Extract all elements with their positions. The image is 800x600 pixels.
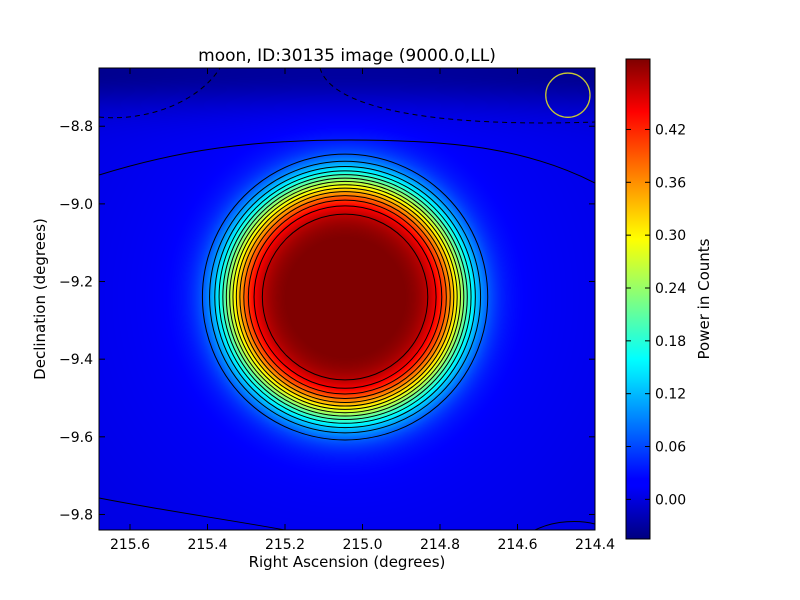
contour-line	[534, 521, 595, 530]
contour-line-dashed	[319, 68, 595, 124]
contour-line	[218, 170, 472, 424]
colorbar-tick-label: 0.00	[655, 492, 686, 508]
x-tick-label: 215.2	[265, 537, 305, 553]
y-axis-label: Declination (degrees)	[31, 218, 49, 380]
x-tick-label: 214.4	[575, 537, 615, 553]
colorbar: 0.00 0.06 0.12 0.18 0.24 0.30 0.36 0.42 Power i…	[625, 58, 713, 540]
contour-line-dashed	[99, 68, 221, 119]
colorbar-tick-label: 0.24	[655, 281, 686, 297]
y-tick-label: −8.8	[59, 119, 93, 135]
contour-line	[209, 160, 482, 434]
contour-line	[253, 205, 437, 389]
heatmap-image	[99, 68, 595, 530]
x-tick-label: 214.8	[420, 537, 460, 553]
contour-line	[214, 166, 476, 429]
beam-marker	[545, 72, 591, 118]
contour-lines	[99, 68, 595, 530]
contour-line	[201, 153, 489, 441]
contour-line	[99, 497, 286, 530]
y-tick-label: −9.6	[59, 430, 93, 446]
contour-line	[232, 184, 458, 410]
contour-line	[239, 191, 451, 403]
x-tick-label: 215.6	[110, 537, 150, 553]
colorbar-tick-label: 0.30	[655, 228, 686, 244]
contour-line	[247, 199, 443, 395]
y-tick-label: −9.0	[59, 197, 93, 213]
x-tick-label: 214.6	[497, 537, 537, 553]
colorbar-ticks: 0.00 0.06 0.12 0.18 0.24 0.30 0.36 0.42	[626, 122, 686, 508]
plot-frame	[98, 67, 596, 531]
contour-line	[222, 174, 468, 421]
x-tick-label: 215.0	[342, 537, 382, 553]
contour-line	[229, 180, 461, 414]
colorbar-tick-label: 0.36	[655, 175, 686, 191]
x-axis: 215.6 215.4 215.2 215.0 214.8 214.6 214.4	[110, 68, 615, 553]
y-tick-label: −9.4	[59, 352, 93, 368]
x-tick-label: 215.4	[187, 537, 227, 553]
colorbar-tick-label: 0.06	[655, 440, 686, 456]
colorbar-gradient	[625, 58, 651, 540]
colorbar-tick-label: 0.12	[655, 387, 686, 403]
contour-line	[99, 139, 595, 184]
y-axis: −8.8 −9.0 −9.2 −9.4 −9.6 −9.8	[59, 119, 595, 523]
colorbar-label: Power in Counts	[695, 238, 713, 359]
contour-line	[243, 195, 447, 400]
contour-line	[225, 177, 465, 417]
contour-line	[235, 187, 455, 407]
y-tick-label: −9.8	[59, 507, 93, 523]
x-axis-label: Right Ascension (degrees)	[249, 553, 446, 571]
y-tick-label: −9.2	[59, 275, 93, 291]
colorbar-tick-label: 0.18	[655, 334, 686, 350]
colorbar-tick-label: 0.42	[655, 122, 686, 138]
contour-line	[261, 213, 429, 381]
chart-title: moon, ID:30135 image (9000.0,LL)	[198, 46, 496, 66]
plot-area: 215.6 215.4 215.2 215.0 214.8 214.6 214.4 −8.8…	[59, 67, 615, 553]
